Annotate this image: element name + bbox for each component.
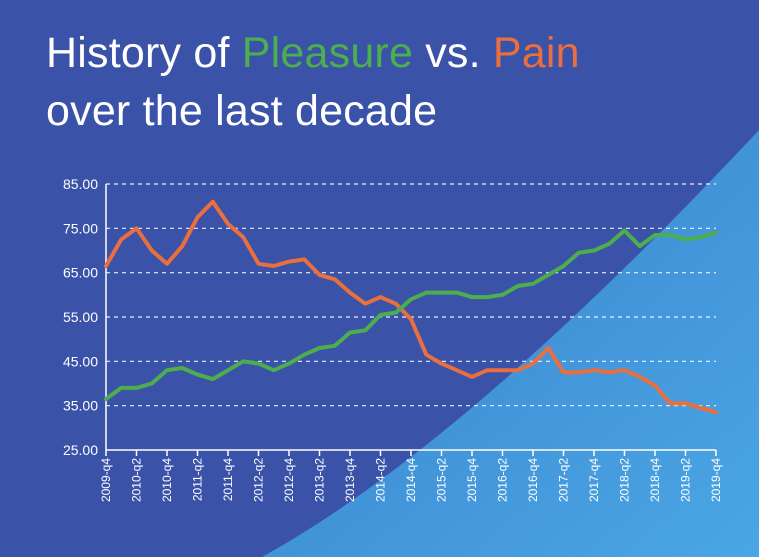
- title-part-1: History of: [46, 29, 242, 77]
- y-tick-label: 65.00: [63, 265, 98, 281]
- y-tick-label: 35.00: [63, 398, 98, 414]
- x-tick-label: 2011-q4: [221, 458, 235, 501]
- x-tick-label: 2010-q4: [160, 458, 174, 502]
- x-tick-label: 2012-q4: [282, 458, 296, 502]
- x-tick-label: 2009-q4: [99, 458, 113, 502]
- y-tick-label: 55.00: [63, 309, 98, 325]
- y-tick-label: 45.00: [63, 353, 98, 369]
- x-tick-label: 2010-q2: [130, 458, 144, 502]
- title-line-2: over the last decade: [46, 87, 438, 135]
- y-tick-label: 75.00: [63, 220, 98, 236]
- series-line-pleasure: [104, 228, 718, 401]
- x-tick-label: 2015-q2: [435, 458, 449, 502]
- title-pain: Pain: [492, 29, 580, 77]
- series-lines: [104, 199, 718, 415]
- x-tick-label: 2017-q4: [587, 458, 601, 502]
- y-tick-label: 25.00: [63, 442, 98, 458]
- title-pleasure: Pleasure: [241, 29, 414, 77]
- x-tick-label: 2013-q2: [313, 458, 327, 502]
- x-tick-label: 2019-q4: [709, 458, 723, 502]
- x-tick-label: 2015-q4: [465, 458, 479, 502]
- series-line-pain: [104, 199, 718, 415]
- x-tick-label: 2013-q4: [343, 458, 357, 502]
- x-tick-label: 2014-q2: [374, 458, 388, 502]
- y-tick-label: 85.00: [63, 176, 98, 192]
- x-tick-label: 2014-q4: [404, 458, 418, 502]
- x-tick-label: 2016-q2: [496, 458, 510, 502]
- y-axis: 25.00 35.00 45.00 55.00 65.00 75.00 85.00: [63, 176, 107, 458]
- x-tick-label: 2017-q2: [557, 458, 571, 502]
- title-part-2: vs.: [413, 29, 493, 77]
- x-tick-label: 2011-q2: [191, 458, 205, 501]
- chart-title: History of Pleasure vs. Pain over the las…: [46, 24, 580, 140]
- x-axis: 2009-q4 2010-q2 2010-q4 2011-q2 2011-q4 2012-…: [99, 450, 723, 502]
- x-tick-label: 2018-q4: [648, 458, 662, 502]
- x-tick-label: 2018-q2: [618, 458, 632, 502]
- x-tick-label: 2012-q2: [252, 458, 266, 502]
- x-tick-label: 2016-q4: [526, 458, 540, 502]
- x-tick-label: 2019-q2: [679, 458, 693, 502]
